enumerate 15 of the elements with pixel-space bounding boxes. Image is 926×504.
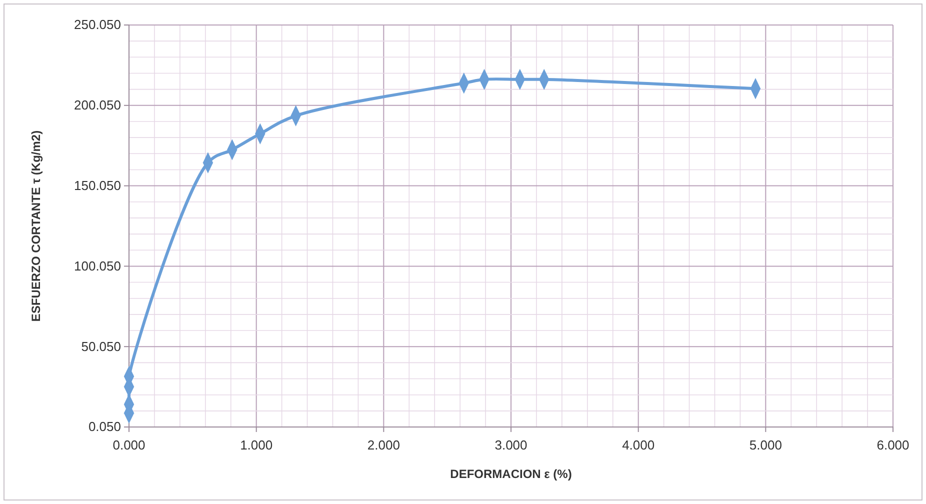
x-tick-label: 0.000 <box>112 437 146 452</box>
y-tick-label: 150.050 <box>74 178 121 193</box>
y-tick-label: 200.050 <box>74 98 121 113</box>
x-tick-label: 4.000 <box>622 437 655 452</box>
y-axis-title: ESFUERZO CORTANTE τ (Kg/m2) <box>29 130 43 322</box>
x-tick-label: 5.000 <box>749 437 782 452</box>
y-tick-label: 250.050 <box>74 17 121 32</box>
x-tick-label: 3.000 <box>494 437 528 452</box>
y-tick-label: 0.050 <box>88 419 121 434</box>
x-tick-label: 1.000 <box>240 437 273 452</box>
y-tick-label: 50.050 <box>81 338 121 354</box>
x-tick-label: 6.000 <box>876 437 910 452</box>
y-tick-label: 100.050 <box>74 258 121 274</box>
x-axis-title: DEFORMACION ε (%) <box>450 467 572 481</box>
x-tick-label: 2.000 <box>367 437 400 452</box>
